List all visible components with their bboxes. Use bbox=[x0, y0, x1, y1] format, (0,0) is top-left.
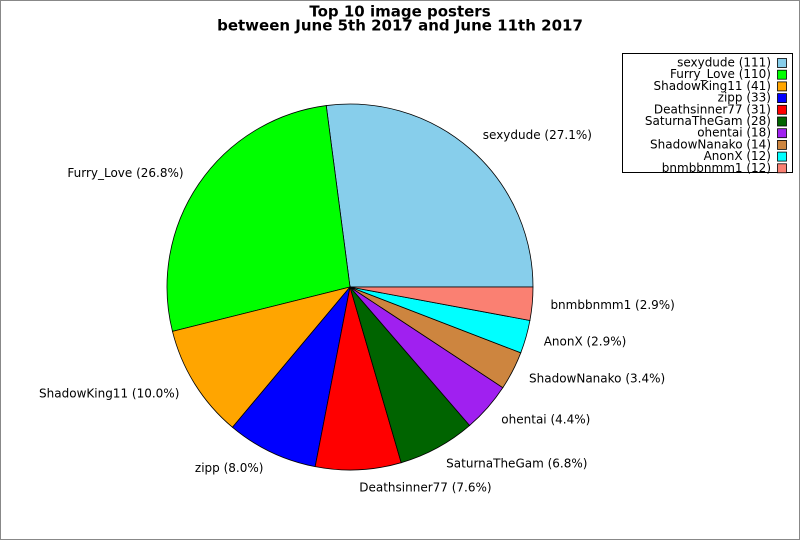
slice-label: ShadowNanako (3.4%) bbox=[529, 372, 665, 386]
legend-swatch bbox=[777, 151, 787, 162]
slice-label: AnonX (2.9%) bbox=[544, 334, 627, 348]
chart-subtitle: between June 5th 2017 and June 11th 2017 bbox=[217, 17, 583, 35]
legend-label: ohentai (18) bbox=[697, 126, 771, 140]
pie-slice bbox=[231, 285, 351, 468]
legend-label: zipp (33) bbox=[718, 91, 771, 105]
legend-swatch bbox=[777, 69, 787, 80]
slice-label: bnmbbnmm1 (2.9%) bbox=[550, 298, 674, 312]
legend-swatch bbox=[777, 139, 787, 150]
legend-label: SaturnaTheGam (28) bbox=[645, 114, 771, 128]
legend-label: ShadowNanako (14) bbox=[650, 137, 771, 151]
pie-slice bbox=[349, 286, 534, 321]
chart-title: Top 10 image posters bbox=[309, 3, 490, 21]
slice-label: ohentai (4.4%) bbox=[501, 412, 590, 426]
pie-slice bbox=[325, 103, 534, 288]
slice-label: SaturnaTheGam (6.8%) bbox=[446, 456, 587, 470]
legend-swatch bbox=[777, 93, 787, 103]
legend-swatch bbox=[777, 81, 787, 92]
legend-box bbox=[622, 53, 793, 173]
pie-slice bbox=[171, 286, 352, 428]
legend-swatch bbox=[777, 116, 787, 127]
legend-label: Furry_Love (110) bbox=[670, 67, 771, 81]
legend-label: ShadowKing11 (41) bbox=[654, 79, 772, 93]
legend-swatch bbox=[777, 104, 787, 115]
legend-swatch bbox=[777, 58, 787, 68]
slice-label: zipp (8.0%) bbox=[195, 461, 264, 475]
slice-label: Furry_Love (26.8%) bbox=[67, 166, 183, 180]
legend-swatch bbox=[777, 163, 787, 174]
legend-label: sexydude (111) bbox=[677, 56, 771, 70]
legend-label: AnonX (12) bbox=[704, 149, 771, 163]
slice-label: Deathsinner77 (7.6%) bbox=[359, 481, 491, 495]
legend-label: Deathsinner77 (31) bbox=[654, 102, 771, 116]
slice-label: ShadowKing11 (10.0%) bbox=[39, 386, 179, 400]
legend-swatch bbox=[777, 128, 787, 139]
legend-label: bnmbbnmm1 (12) bbox=[662, 161, 771, 175]
pie-slice bbox=[166, 105, 351, 332]
slice-label: sexydude (27.1%) bbox=[483, 128, 592, 142]
